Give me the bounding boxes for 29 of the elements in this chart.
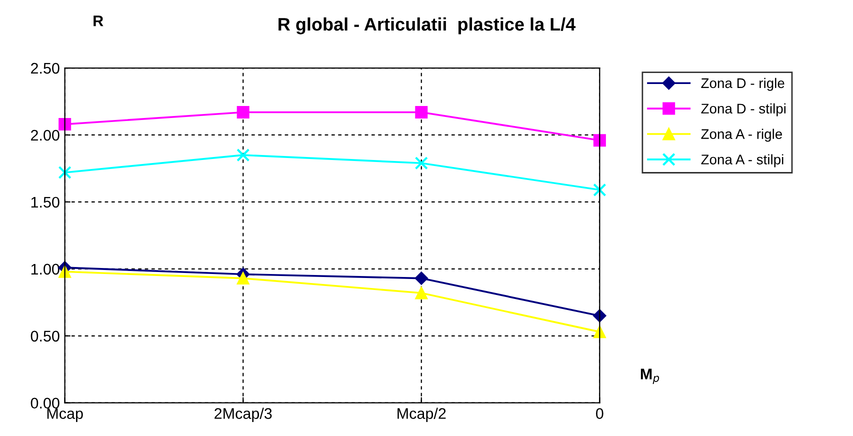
y-tick-label: 2.00 [31, 130, 60, 141]
legend-label: Zona D - stilpi [701, 103, 786, 116]
x-tick-label: Mcap/2 [398, 408, 446, 422]
y-axis-title: R [94, 16, 104, 26]
point [236, 272, 250, 285]
point [593, 134, 606, 147]
point [414, 272, 428, 285]
chart-title: R global - Articulatii plastice la L/4 [278, 17, 576, 34]
legend-label: Zona A - rigle [701, 128, 782, 142]
legend-label: Zona D - rigle [701, 78, 784, 91]
point [593, 183, 606, 196]
y-tick-label: 1.00 [31, 264, 60, 275]
point [236, 106, 250, 118]
legend-label: Zona A - stilpi [701, 154, 784, 168]
point [58, 265, 72, 278]
point [58, 166, 72, 180]
y-tick-label: 0.00 [30, 398, 60, 409]
point [414, 156, 428, 170]
y-tick-label: 1.50 [31, 196, 60, 208]
point [415, 106, 428, 118]
x-tick-label: Mcap [47, 408, 83, 422]
x-tick-label: 2Mcap/3 [214, 408, 272, 422]
point [236, 148, 250, 162]
y-tick-label: 0.50 [30, 330, 60, 342]
x-axis-title: M$_{p}$ [640, 368, 660, 384]
y-tick-label: 2.50 [31, 62, 60, 74]
point [58, 118, 72, 131]
point [415, 286, 428, 300]
x-tick-label: 0 [596, 408, 604, 419]
